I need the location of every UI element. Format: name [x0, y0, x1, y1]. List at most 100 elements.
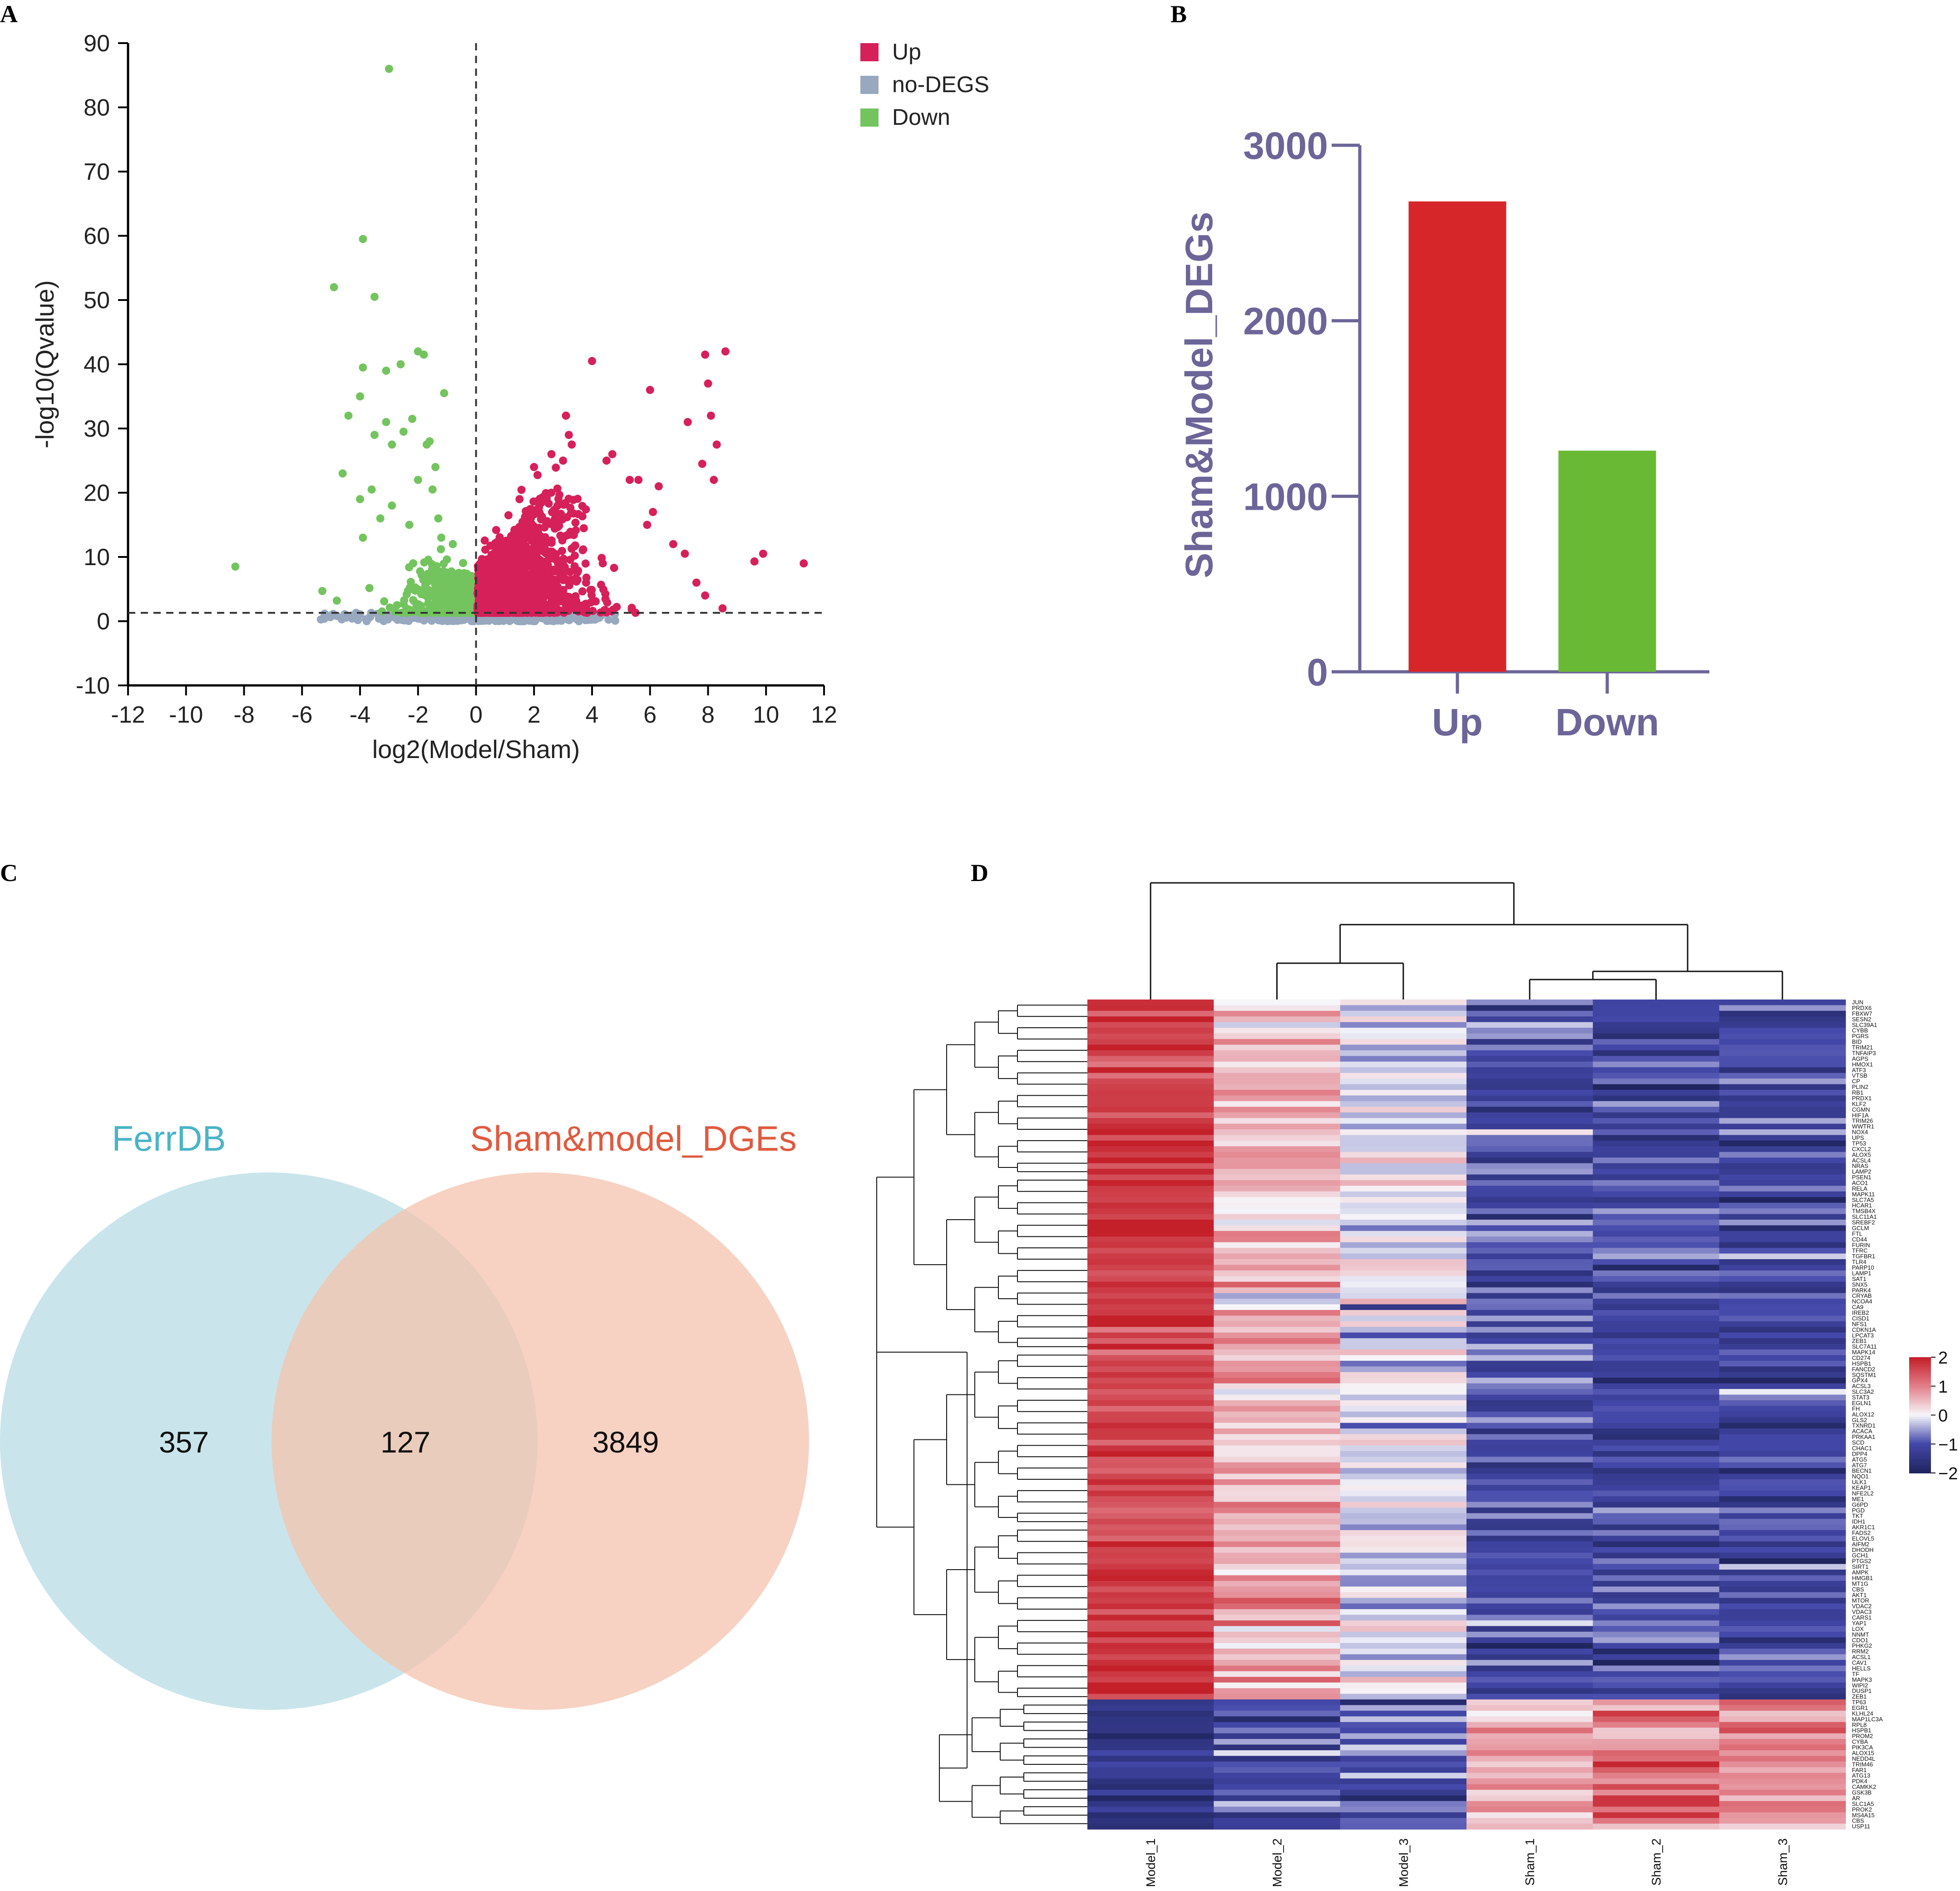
heatmap-cell	[1719, 1061, 1846, 1068]
heatmap-cell	[1087, 1519, 1214, 1525]
heatmap-cell	[1214, 1818, 1341, 1824]
heatmap-cell	[1087, 1118, 1214, 1124]
heatmap-cell	[1340, 1231, 1467, 1237]
heatmap-cell	[1593, 1541, 1720, 1547]
heatmap-legend-gradient-step	[1909, 1463, 1931, 1466]
heatmap-cell	[1214, 1123, 1341, 1130]
heatmap-gene-label: ALOX15	[1852, 1749, 1874, 1756]
heatmap-cell	[1087, 1637, 1214, 1644]
heatmap-cell	[1466, 1191, 1593, 1197]
heatmap-cell	[1719, 1378, 1846, 1384]
heatmap-gene-label: DHODH	[1852, 1546, 1874, 1553]
heatmap-legend-gradient-step	[1909, 1427, 1931, 1429]
heatmap-cell	[1087, 1067, 1214, 1074]
heatmap-cell	[1466, 1473, 1593, 1480]
heatmap-cell	[1340, 1299, 1467, 1305]
heatmap-gene-label: PTGS2	[1852, 1558, 1871, 1565]
heatmap-legend-gradient-step	[1909, 1428, 1931, 1431]
heatmap-cell	[1087, 1490, 1214, 1497]
volcano-point	[429, 608, 437, 616]
heatmap-cell	[1466, 1214, 1593, 1220]
panel-label-b: B	[1170, 0, 1187, 28]
heatmap-column-label: Model_2	[1270, 1838, 1284, 1887]
heatmap-cell	[1466, 1400, 1593, 1406]
heatmap-cell	[1340, 1355, 1467, 1361]
heatmap-cell	[1340, 1276, 1467, 1282]
heatmap-cell	[1466, 1795, 1593, 1802]
heatmap-cell	[1593, 1818, 1720, 1824]
heatmap-cell	[1214, 1163, 1341, 1169]
heatmap-cell	[1087, 1530, 1214, 1536]
heatmap-gene-label: AR	[1852, 1795, 1860, 1802]
heatmap-cell	[1593, 1101, 1720, 1107]
heatmap-cell	[1593, 1321, 1720, 1327]
heatmap-cell	[1340, 1547, 1467, 1553]
heatmap-cell	[1340, 1434, 1467, 1440]
volcano-point	[578, 512, 587, 521]
heatmap-cell	[1719, 1253, 1846, 1260]
volcano-point	[485, 575, 494, 584]
heatmap-cell	[1593, 1530, 1720, 1536]
heatmap-cell	[1214, 1191, 1341, 1197]
heatmap-cell	[1593, 1169, 1720, 1175]
heatmap-cell	[1593, 1739, 1720, 1745]
heatmap-cell	[1340, 1473, 1467, 1480]
heatmap-cell	[1214, 1773, 1341, 1779]
heatmap-cell	[1593, 1569, 1720, 1576]
heatmap-legend-gradient-step	[1909, 1374, 1931, 1377]
heatmap-cell	[1087, 1084, 1214, 1090]
volcano-point	[604, 616, 613, 624]
heatmap-gene-label: HSPB1	[1852, 1727, 1871, 1734]
heatmap-cell	[1466, 1660, 1593, 1666]
volcano-point	[362, 615, 370, 624]
x-tick-label: -2	[408, 702, 429, 728]
heatmap-cell	[1087, 1372, 1214, 1378]
volcano-point	[455, 587, 464, 596]
heatmap-cell	[1087, 1479, 1214, 1486]
heatmap-cell	[1087, 1423, 1214, 1429]
volcano-point	[492, 526, 500, 534]
heatmap-cell	[1593, 1095, 1720, 1102]
venn-circle-dges	[272, 1172, 809, 1710]
heatmap-cell	[1719, 1728, 1846, 1734]
heatmap-gene-label: GSK3B	[1852, 1789, 1871, 1796]
volcano-point	[503, 576, 511, 584]
heatmap-cell	[1719, 1547, 1846, 1553]
heatmap-cell	[1593, 1519, 1720, 1525]
heatmap-cell	[1466, 1586, 1593, 1593]
heatmap-cell	[1466, 1457, 1593, 1463]
heatmap-gene-label: SLC39A1	[1852, 1021, 1877, 1028]
heatmap-cell	[1466, 1078, 1593, 1085]
heatmap-gene-label: PSEN1	[1852, 1174, 1871, 1181]
heatmap-cell	[1466, 1524, 1593, 1531]
heatmap-cell	[1214, 1129, 1341, 1136]
volcano-point	[547, 574, 555, 583]
heatmap-cell	[1719, 1784, 1846, 1790]
heatmap-legend-gradient-step	[1909, 1424, 1931, 1427]
heatmap-cell	[1719, 1231, 1846, 1237]
heatmap-cell	[1593, 1400, 1720, 1406]
heatmap-cell	[1087, 1214, 1214, 1220]
heatmap-cell	[1087, 1157, 1214, 1164]
volcano-point	[385, 64, 393, 73]
heatmap-cell	[1593, 1236, 1720, 1243]
volcano-point	[444, 591, 452, 600]
volcano-point	[698, 459, 706, 468]
heatmap-cell	[1087, 1163, 1214, 1169]
heatmap-legend-gradient-step	[1909, 1359, 1931, 1362]
heatmap-gene-label: KLF2	[1852, 1100, 1866, 1107]
heatmap-cell	[1466, 1135, 1593, 1141]
heatmap-cell	[1340, 1338, 1467, 1344]
y-tick-label: 0	[1307, 651, 1328, 694]
heatmap-cell	[1340, 1739, 1467, 1745]
heatmap-cell	[1593, 1626, 1720, 1632]
heatmap-cell	[1719, 1389, 1846, 1395]
heatmap-gene-label: ZEB1	[1852, 1693, 1867, 1700]
heatmap-gene-label: ACACA	[1852, 1428, 1872, 1435]
heatmap-cell	[1340, 1180, 1467, 1186]
volcano-point	[370, 292, 379, 301]
heatmap-cell	[1340, 1468, 1467, 1474]
heatmap-cell	[1466, 1016, 1593, 1023]
heatmap-cell	[1719, 1000, 1846, 1006]
heatmap-cell	[1593, 1473, 1720, 1480]
